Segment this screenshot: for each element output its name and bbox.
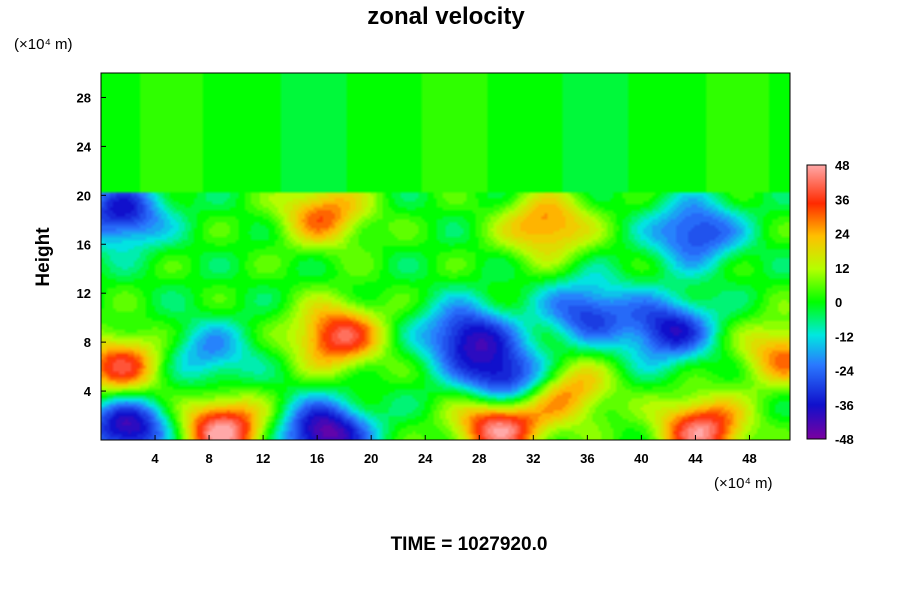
x-axis-ticks: 4 8 12 16 20 24 28 32 36 40 44 48 bbox=[151, 435, 757, 466]
x-tick-label: 32 bbox=[526, 451, 540, 466]
colorbar-label: -12 bbox=[835, 329, 854, 344]
time-label: TIME = 1027920.0 bbox=[391, 534, 548, 555]
y-tick-label: 20 bbox=[77, 188, 91, 203]
colorbar-label: -24 bbox=[835, 364, 855, 379]
x-tick-label: 24 bbox=[418, 451, 433, 466]
plot-area bbox=[100, 72, 791, 441]
y-tick-label: 16 bbox=[77, 237, 91, 252]
y-tick-label: 28 bbox=[77, 90, 91, 105]
chart-title: zonal velocity bbox=[367, 3, 525, 30]
x-axis-unit: (×10⁴ m) bbox=[714, 475, 773, 492]
y-axis-label: Height bbox=[33, 227, 54, 287]
y-tick-label: 8 bbox=[84, 335, 91, 350]
heatmap-field bbox=[101, 73, 790, 440]
x-tick-label: 20 bbox=[364, 451, 378, 466]
plot-frame bbox=[100, 72, 791, 441]
y-axis-unit: (×10⁴ m) bbox=[14, 36, 73, 53]
y-tick-label: 4 bbox=[84, 384, 92, 399]
x-tick-label: 4 bbox=[151, 451, 159, 466]
colorbar-label: -48 bbox=[835, 432, 854, 447]
colorbar-label: 36 bbox=[835, 192, 849, 207]
x-tick-label: 48 bbox=[742, 451, 756, 466]
colorbar: 48 36 24 12 0 -12 -24 -36 -48 bbox=[806, 158, 855, 447]
colorbar-labels: 48 36 24 12 0 -12 -24 -36 -48 bbox=[835, 158, 855, 447]
x-tick-label: 28 bbox=[472, 451, 486, 466]
x-tick-label: 12 bbox=[256, 451, 270, 466]
x-tick-label: 8 bbox=[205, 451, 212, 466]
x-tick-label: 40 bbox=[634, 451, 648, 466]
x-tick-label: 36 bbox=[580, 451, 594, 466]
colorbar-label: -36 bbox=[835, 398, 854, 413]
y-tick-label: 12 bbox=[77, 286, 91, 301]
colorbar-label: 0 bbox=[835, 295, 842, 310]
colorbar-label: 24 bbox=[835, 227, 850, 242]
y-tick-label: 24 bbox=[77, 139, 92, 154]
colorbar-label: 12 bbox=[835, 261, 849, 276]
x-tick-label: 16 bbox=[310, 451, 324, 466]
y-axis-ticks: 4 8 12 16 20 24 28 bbox=[77, 90, 106, 399]
colorbar-gradient bbox=[806, 164, 827, 440]
colorbar-label: 48 bbox=[835, 158, 849, 173]
x-tick-label: 44 bbox=[688, 451, 703, 466]
